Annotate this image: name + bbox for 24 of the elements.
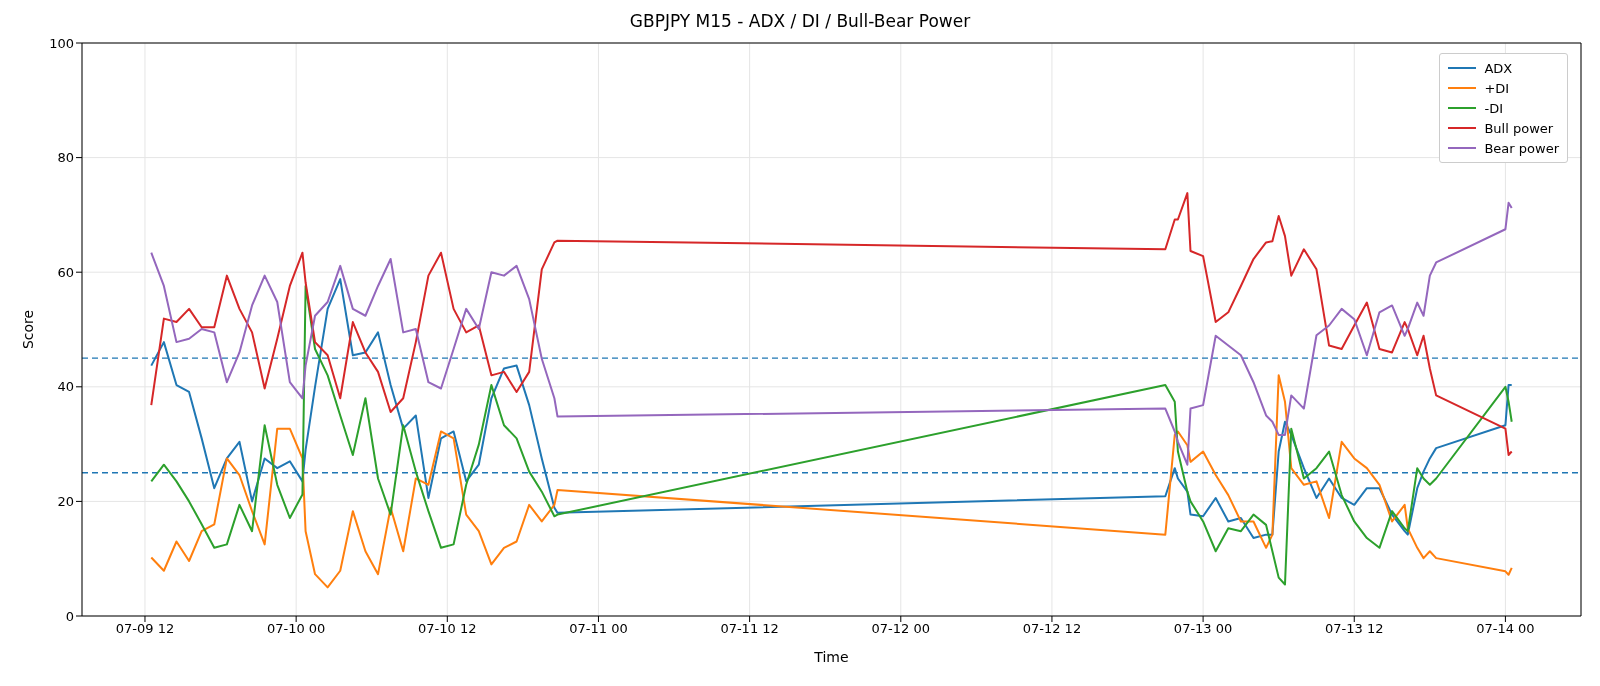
y-tick-label: 100	[49, 35, 74, 51]
x-tick-label: 07-11 12	[720, 621, 779, 637]
y-tick-label: 20	[57, 494, 74, 510]
x-tick-label: 07-12 00	[871, 621, 931, 637]
x-axis-title: Time	[813, 649, 849, 665]
x-tick-label: 07-10 00	[266, 621, 326, 637]
x-tick-label: 07-09 12	[115, 621, 175, 637]
legend-label: Bear power	[1484, 140, 1559, 156]
y-tick-label: 40	[57, 379, 74, 395]
y-tick-label: 0	[65, 608, 74, 624]
y-axis-title: Score	[19, 309, 36, 350]
y-tick-label: 60	[57, 264, 74, 280]
x-tick-label: 07-13 00	[1173, 621, 1233, 637]
y-tick-label: 80	[57, 150, 74, 166]
x-tick-label: 07-12 12	[1022, 621, 1082, 637]
legend-label: +DI	[1484, 80, 1510, 96]
x-tick-label: 07-10 12	[418, 621, 477, 637]
x-tick-label: 07-11 00	[569, 621, 628, 637]
legend-label: Bull power	[1484, 120, 1554, 136]
x-tick-label: 07-13 12	[1325, 621, 1384, 637]
legend-label: -DI	[1484, 100, 1503, 116]
legend-label: ADX	[1484, 60, 1513, 76]
x-tick-label: 07-14 00	[1476, 621, 1535, 637]
chart-title: GBPJPY M15 - ADX / DI / Bull-Bear Power	[628, 10, 972, 33]
